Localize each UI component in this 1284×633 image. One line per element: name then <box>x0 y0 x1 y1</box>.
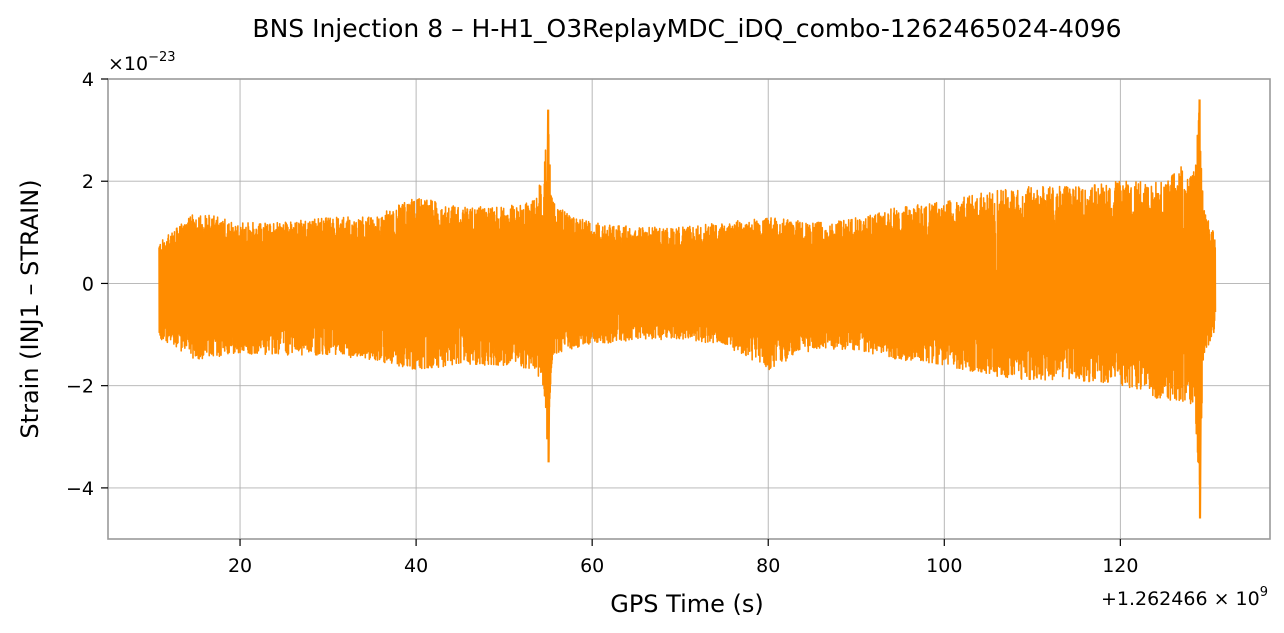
chart-title: BNS Injection 8 – H-H1_O3ReplayMDC_iDQ_c… <box>252 14 1121 43</box>
x-tick-label: 80 <box>756 555 780 577</box>
y-scale-base: ×10 <box>108 53 148 75</box>
x-axis-label: GPS Time (s) <box>610 590 764 618</box>
y-tick-label: 0 <box>82 273 94 295</box>
y-tick-label: 2 <box>82 171 94 193</box>
y-tick-label: 4 <box>82 69 94 91</box>
strain-glitch-spike <box>545 109 552 463</box>
x-offset-text: +1.262466 × 109 <box>1101 585 1268 610</box>
strain-glitch-spike <box>1197 99 1203 519</box>
y-tick-label: −2 <box>66 376 94 398</box>
x-tick-label: 100 <box>926 555 962 577</box>
axis-ticks: 20 40 60 80 100 120 −4 −2 0 2 4 <box>66 69 1138 577</box>
y-scale-exponent: −23 <box>148 50 175 65</box>
x-tick-label: 60 <box>580 555 604 577</box>
y-axis-label: Strain (INJ1 – STRAIN) <box>16 179 44 438</box>
x-offset-exponent: 9 <box>1260 585 1268 600</box>
strain-trace <box>158 112 1217 486</box>
y-scale-factor: ×10−23 <box>108 50 176 75</box>
x-tick-label: 20 <box>228 555 252 577</box>
x-tick-label: 40 <box>404 555 428 577</box>
y-tick-label: −4 <box>66 478 94 500</box>
plot-frame <box>107 78 1271 540</box>
x-offset-base: +1.262466 × 10 <box>1101 588 1260 610</box>
series-strain <box>158 99 1217 519</box>
x-tick-label: 120 <box>1102 555 1138 577</box>
